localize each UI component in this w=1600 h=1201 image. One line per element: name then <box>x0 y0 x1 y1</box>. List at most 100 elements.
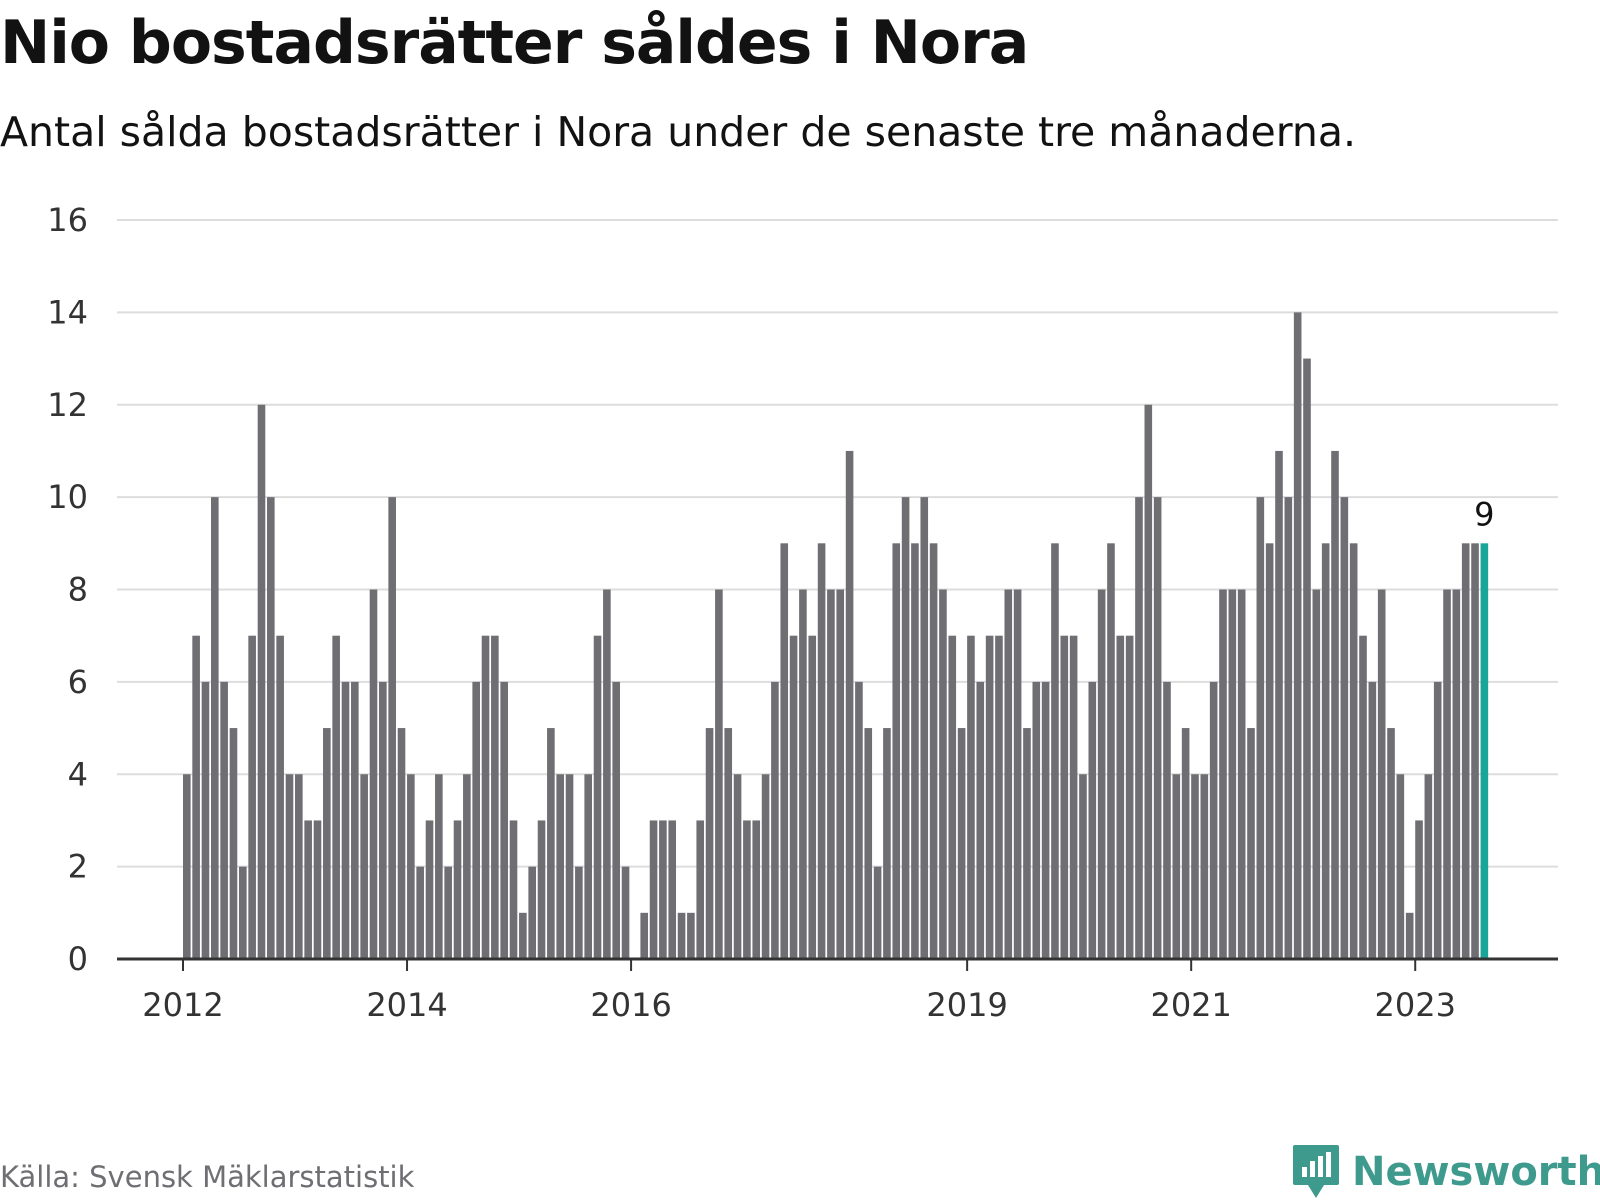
bar <box>1256 497 1265 959</box>
bar <box>1396 774 1405 959</box>
bar <box>1200 774 1209 959</box>
bar <box>1340 497 1349 959</box>
bar <box>733 774 742 959</box>
bar <box>1032 681 1041 959</box>
bar <box>379 681 387 959</box>
bar <box>472 681 480 959</box>
bar <box>845 450 854 959</box>
bar <box>1293 312 1302 959</box>
data-labels: 9 <box>1474 495 1494 533</box>
y-axis-ticks: 0 2 4 6 8 10 12 14 16 <box>47 201 88 978</box>
bar <box>295 774 303 959</box>
bar <box>323 728 331 959</box>
bar <box>948 635 957 959</box>
bar <box>780 543 789 959</box>
bar <box>388 497 396 959</box>
bar <box>705 728 714 959</box>
bar <box>276 635 284 959</box>
bar <box>220 681 228 959</box>
bar <box>967 635 975 959</box>
bar <box>761 774 770 959</box>
bar <box>864 728 873 959</box>
bar <box>929 543 938 959</box>
bar <box>1312 589 1321 959</box>
bar <box>183 774 191 959</box>
bar <box>1452 589 1461 959</box>
bar <box>1023 728 1031 959</box>
bar <box>1275 450 1283 959</box>
bar <box>789 635 798 959</box>
bar <box>1303 358 1311 959</box>
bar <box>491 635 499 959</box>
bar <box>1377 589 1386 959</box>
y-tick-label: 12 <box>47 386 88 424</box>
bar <box>677 912 686 959</box>
data-label: 9 <box>1474 495 1494 533</box>
bar <box>836 589 845 959</box>
bar <box>1321 543 1330 959</box>
bar <box>1116 635 1125 959</box>
bar <box>397 728 406 959</box>
bar <box>509 820 518 959</box>
bar <box>556 774 564 959</box>
bar <box>463 774 471 959</box>
bar <box>1041 681 1050 959</box>
bar <box>883 728 891 959</box>
bar <box>817 543 826 959</box>
bar <box>640 912 649 959</box>
y-tick-label: 14 <box>47 293 88 331</box>
bar <box>425 820 434 959</box>
x-tick-label: 2012 <box>142 986 223 1024</box>
bar <box>416 866 424 959</box>
bar <box>500 681 508 959</box>
bar <box>901 497 910 959</box>
brand-logo: Newsworthy <box>1292 1143 1600 1201</box>
bar <box>1265 543 1274 959</box>
bar <box>369 589 378 959</box>
y-tick-label: 10 <box>47 478 88 516</box>
bar <box>1219 589 1227 959</box>
bar <box>1284 497 1293 959</box>
newsworthy-logo-icon <box>1293 1145 1339 1198</box>
chart-title: Nio bostadsrätter såldes i Nora <box>0 8 1029 78</box>
bar <box>621 866 630 959</box>
bar <box>873 866 882 959</box>
bar <box>1237 589 1246 959</box>
bar <box>827 589 835 959</box>
bar <box>1163 681 1171 959</box>
bar <box>360 774 368 959</box>
bar <box>939 589 947 959</box>
bar <box>1387 728 1395 959</box>
bar <box>565 774 574 959</box>
bar <box>920 497 929 959</box>
bar <box>1359 635 1367 959</box>
bar <box>1125 635 1134 959</box>
bar <box>1144 404 1153 959</box>
bar <box>1079 774 1087 959</box>
bar <box>1433 681 1442 959</box>
bar <box>201 681 210 959</box>
bar <box>799 589 807 959</box>
bar <box>407 774 415 959</box>
bar <box>668 820 677 959</box>
bar <box>976 681 985 959</box>
bar <box>1069 635 1078 959</box>
bar <box>257 404 266 959</box>
bar <box>593 635 602 959</box>
bar <box>1247 728 1255 959</box>
bar <box>687 912 695 959</box>
x-tick-label: 2023 <box>1375 986 1456 1024</box>
bar <box>1405 912 1414 959</box>
bar <box>239 866 247 959</box>
bar <box>304 820 312 959</box>
bar <box>285 774 294 959</box>
bar <box>612 681 621 959</box>
y-tick-label: 2 <box>68 848 88 886</box>
bar <box>1051 543 1059 959</box>
bar <box>1097 589 1106 959</box>
bar <box>911 543 919 959</box>
bar <box>752 820 761 959</box>
bar <box>351 681 359 959</box>
x-tick-label: 2016 <box>590 986 671 1024</box>
x-axis-ticks: 2012 2014 2016 2019 2021 2023 <box>142 959 1456 1024</box>
